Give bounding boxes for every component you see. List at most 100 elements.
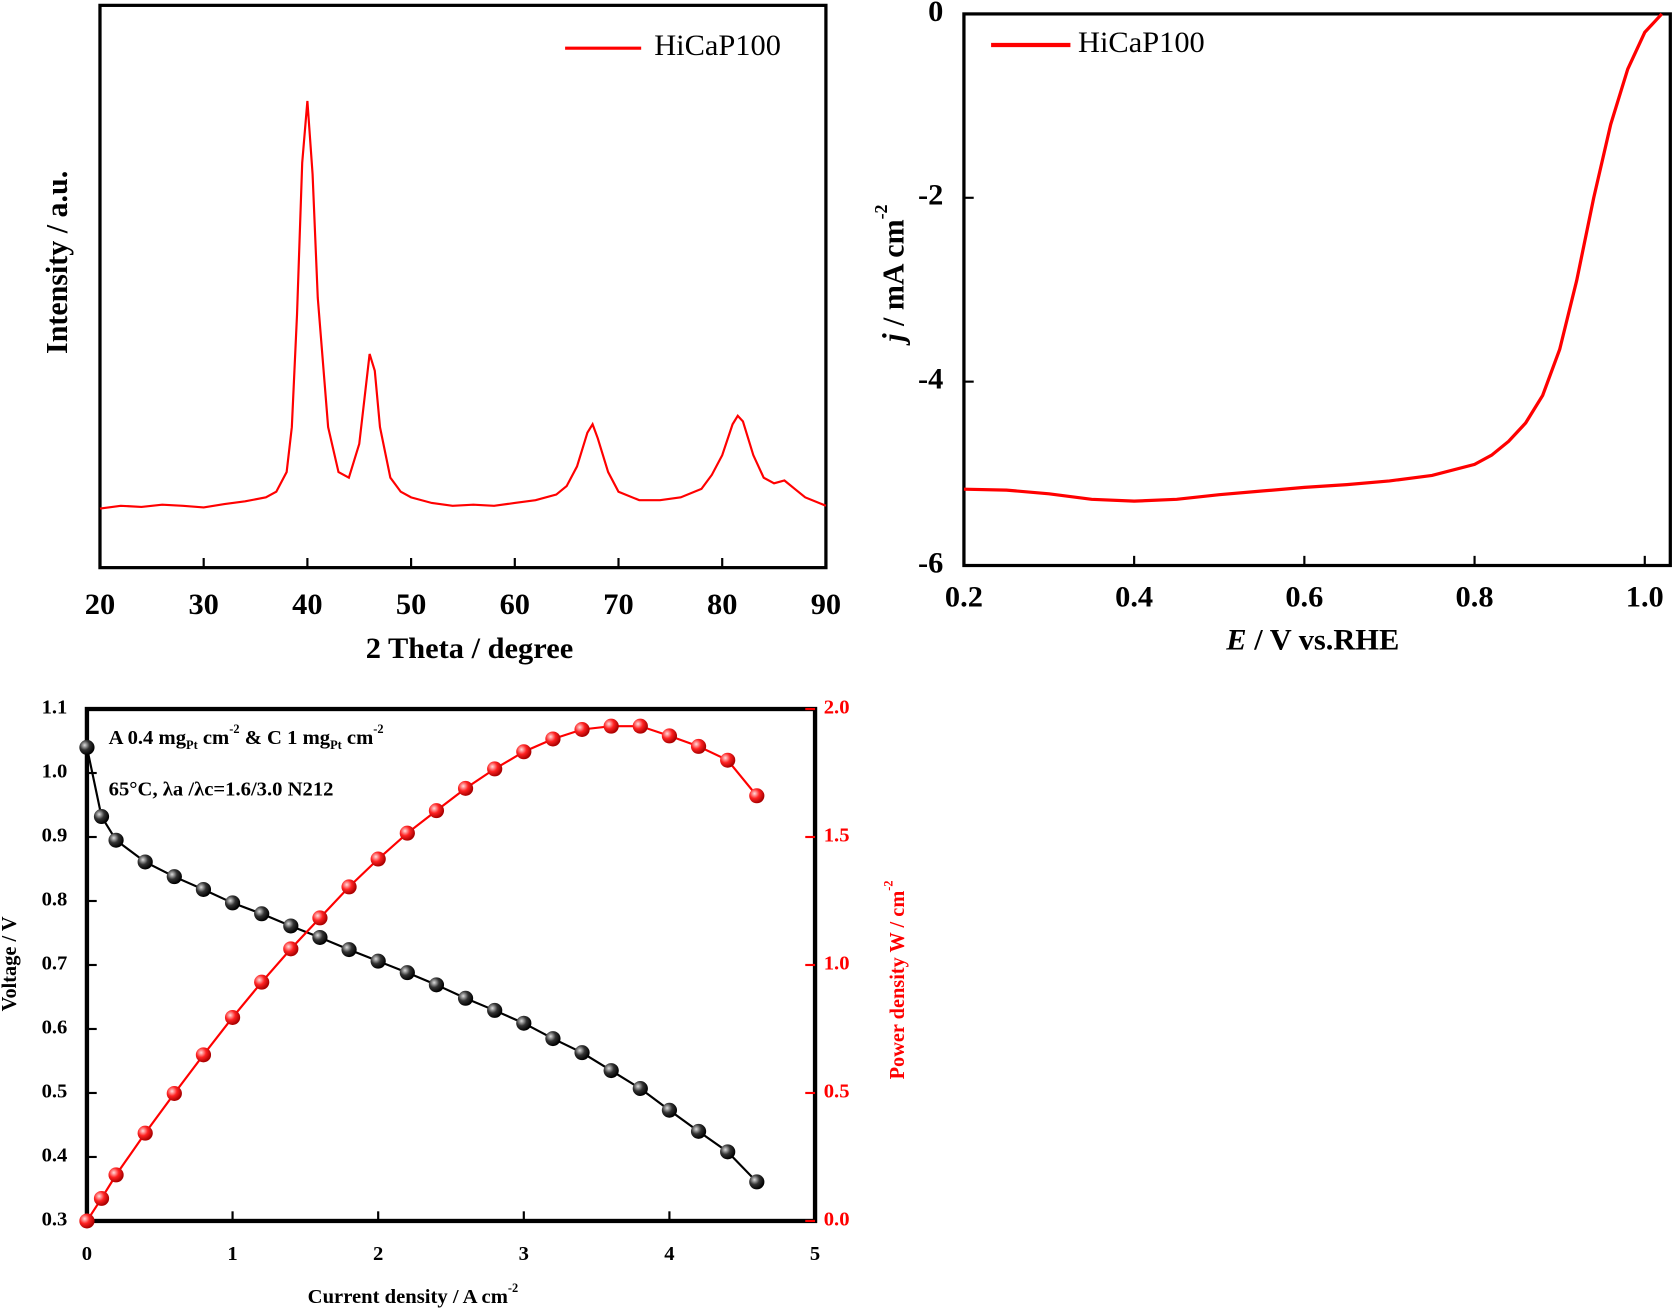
x-tick-label: 1 xyxy=(227,1243,237,1265)
x-tick-label: 50 xyxy=(396,587,426,621)
data-point xyxy=(370,953,386,969)
x-tick-label: 1.0 xyxy=(1626,580,1664,614)
data-point xyxy=(516,1015,532,1031)
label-part: / mA cm xyxy=(876,219,910,333)
data-point xyxy=(690,1123,707,1139)
label-part: Current density / A cm xyxy=(308,1286,508,1308)
data-point xyxy=(545,1031,561,1047)
data-line xyxy=(99,100,827,510)
x-tick-label: 20 xyxy=(85,587,115,621)
data-point xyxy=(108,1167,124,1183)
data-point xyxy=(137,854,153,870)
y-tick-label: -4 xyxy=(918,362,943,396)
x-tick-label: 3 xyxy=(519,1243,529,1265)
data-point xyxy=(516,744,532,760)
label-part: Voltage / V xyxy=(0,916,21,1011)
legend-label: HiCaP100 xyxy=(654,28,781,62)
y-tick-label: -6 xyxy=(918,546,943,580)
data-point xyxy=(283,941,299,957)
label-part: A 0.4 mg xyxy=(109,727,187,749)
data-line xyxy=(86,725,758,1222)
x-tick-label: 5 xyxy=(810,1243,820,1265)
data-point xyxy=(632,1080,648,1096)
label-part: E xyxy=(1225,623,1246,657)
y2-tick-label: 0.5 xyxy=(824,1081,850,1103)
data-point xyxy=(399,965,415,981)
label-part: -2 xyxy=(871,204,891,219)
label-part: cm xyxy=(342,727,374,749)
data-point xyxy=(224,895,241,911)
data-point xyxy=(632,718,648,734)
x-tick-label: 2 xyxy=(373,1243,383,1265)
data-point xyxy=(370,851,386,867)
data-point xyxy=(283,918,299,934)
x-tick-label: 0.6 xyxy=(1285,580,1323,614)
label-part: Intensity / a.u. xyxy=(40,171,74,354)
x-tick-label: 60 xyxy=(500,587,530,621)
data-point xyxy=(166,1085,182,1101)
x-tick-label: 40 xyxy=(292,587,322,621)
data-point xyxy=(574,721,590,737)
label-part: cm xyxy=(198,727,230,749)
y-tick-label: 0.9 xyxy=(42,825,68,847)
label: Voltage / V xyxy=(0,916,21,1011)
label-part: Pt xyxy=(330,738,343,752)
label: Intensity / a.u. xyxy=(40,171,74,354)
label: Current density / A cm-2 xyxy=(308,1281,519,1308)
data-point xyxy=(93,809,110,825)
label-part: Power density W / cm xyxy=(886,891,908,1080)
label-part: -2 xyxy=(229,722,239,736)
data-line xyxy=(85,747,758,1183)
data-point xyxy=(603,718,619,734)
data-point xyxy=(720,752,736,768)
x-tick-label: 0.2 xyxy=(945,580,983,614)
y2-tick-label: 0.0 xyxy=(824,1209,850,1231)
label-part: j xyxy=(876,333,910,346)
plot-frame xyxy=(98,3,828,570)
data-point xyxy=(603,1063,619,1079)
plot-frame xyxy=(962,12,1672,568)
label-part: 2 Theta / degree xyxy=(366,631,573,665)
y2-tick-label: 1.0 xyxy=(824,953,850,975)
y-tick-label: 1.1 xyxy=(42,697,68,719)
legend-label: HiCaP100 xyxy=(1078,25,1205,59)
label-part: -2 xyxy=(881,881,895,891)
data-point xyxy=(399,825,415,841)
data-point xyxy=(487,761,503,777)
y2-tick-label: 1.5 xyxy=(824,825,850,847)
data-point xyxy=(137,1125,153,1141)
x-tick-label: 80 xyxy=(707,587,737,621)
data-point xyxy=(487,1002,503,1018)
data-point xyxy=(749,788,765,804)
label: A 0.4 mgPt cm-2 & C 1 mgPt cm-2 xyxy=(109,722,384,752)
y-tick-label: 0.8 xyxy=(42,889,68,911)
data-point xyxy=(341,879,357,895)
label-part: 65°C, λa /λc=1.6/3.0 N212 xyxy=(109,778,334,800)
data-point xyxy=(661,728,678,744)
data-point xyxy=(690,738,707,754)
x-tick-label: 0.4 xyxy=(1115,580,1153,614)
label-part: -2 xyxy=(373,722,383,736)
label-part: / V vs.RHE xyxy=(1247,623,1400,657)
data-point xyxy=(457,780,474,796)
y2-tick-label: 2.0 xyxy=(824,697,850,719)
data-point xyxy=(574,1045,590,1061)
x-tick-label: 70 xyxy=(603,587,633,621)
x-tick-label: 0 xyxy=(82,1243,92,1265)
data-point xyxy=(93,1190,110,1206)
label: j / mA cm-2 xyxy=(871,204,911,345)
label: E / V vs.RHE xyxy=(1225,623,1399,657)
data-point xyxy=(661,1102,678,1118)
label-part: -2 xyxy=(508,1281,518,1295)
y-tick-label: 0.7 xyxy=(42,953,68,975)
data-point xyxy=(195,1047,212,1063)
data-point xyxy=(545,731,561,747)
data-point xyxy=(749,1174,765,1190)
data-point xyxy=(720,1144,736,1160)
x-tick-label: 4 xyxy=(664,1243,674,1265)
label: 2 Theta / degree xyxy=(366,631,573,665)
y-tick-label: 0.5 xyxy=(42,1081,68,1103)
data-point xyxy=(341,942,357,958)
